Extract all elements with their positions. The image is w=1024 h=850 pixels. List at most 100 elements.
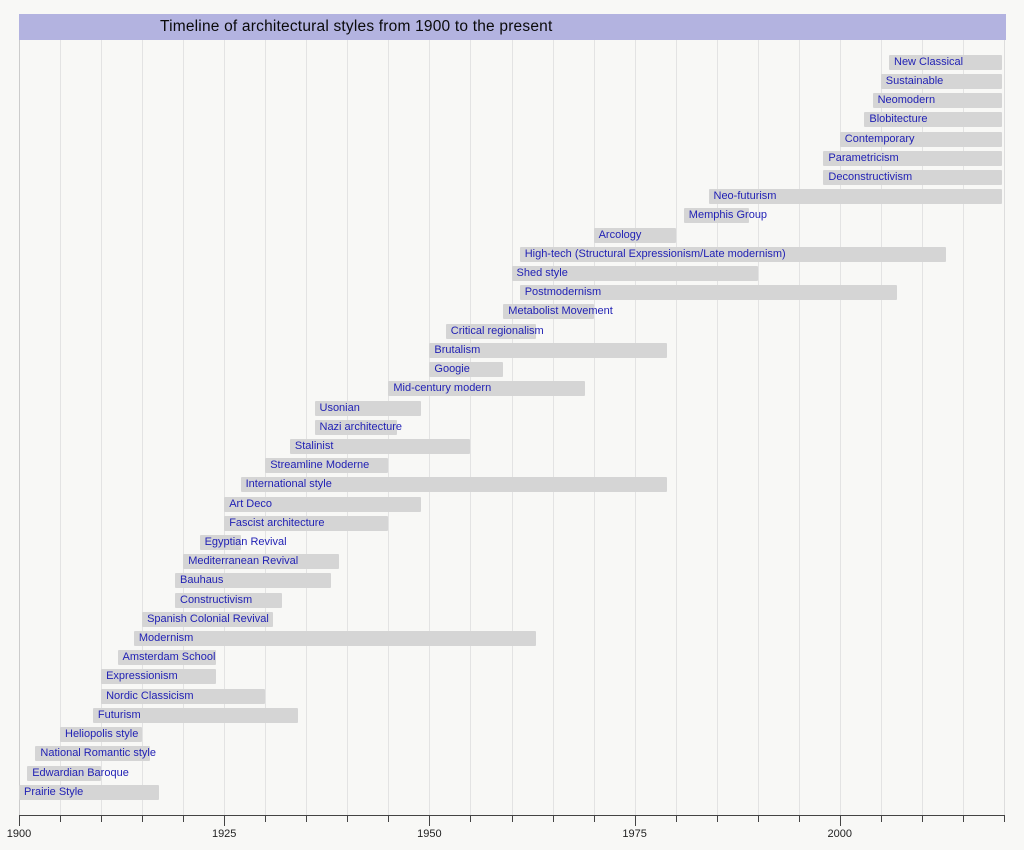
timeline-bar-label: Constructivism: [180, 593, 253, 606]
timeline-bar: [27, 765, 102, 781]
gridline-1950: [429, 40, 431, 815]
gridline-1925: [224, 40, 226, 815]
timeline-bar-label: Sustainable: [885, 74, 944, 87]
timeline-bar: [183, 554, 340, 570]
timeline-bar: [864, 112, 1003, 128]
timeline-bar: [880, 73, 1003, 89]
gridline-1900: [19, 40, 20, 815]
timeline-bar-label: Streamline Moderne: [270, 459, 370, 472]
timeline-bar: [823, 170, 1003, 185]
gridline-2005: [880, 40, 882, 815]
timeline-bar: [224, 496, 422, 512]
axis-tick-label: 2000: [827, 828, 853, 840]
axis-tick-2020: [1004, 816, 1005, 822]
timeline-bar: [683, 208, 750, 224]
timeline-bar-label: Nazi architecture: [319, 420, 403, 433]
timeline-bar-label: New Classical: [894, 55, 964, 68]
timeline-bar-label: Blobitecture: [869, 113, 928, 126]
timeline-bar-label: Prairie Style: [24, 785, 84, 798]
axis-tick-2000: [839, 816, 841, 826]
timeline-bar: [19, 784, 159, 800]
timeline-bar-label: Metabolist Movement: [508, 305, 613, 318]
timeline-bar-label: Spanish Colonial Revival: [147, 612, 269, 625]
axis-tick-label: 1925: [211, 828, 237, 840]
timeline-bar: [265, 458, 389, 474]
timeline-bar: [101, 669, 216, 685]
timeline-bar-label: Art Deco: [229, 497, 272, 510]
axis-tick-2010: [921, 816, 923, 822]
timeline-bar-label: Heliopolis style: [65, 728, 139, 741]
timeline-bar-label: Brutalism: [434, 343, 481, 356]
axis-tick-2015: [962, 816, 964, 822]
gridline-2010: [921, 40, 923, 815]
timeline-bar-label: Googie: [434, 363, 470, 376]
axis-tick-1950: [429, 816, 431, 826]
axis-tick-1980: [675, 816, 677, 822]
timeline-bar: [511, 266, 758, 281]
timeline-bar: [429, 342, 668, 358]
timeline-bar: [388, 381, 586, 397]
chart-title: Timeline of architectural styles from 19…: [160, 18, 553, 35]
axis-tick-1920: [183, 816, 185, 822]
timeline-bar: [133, 631, 537, 646]
timeline-bar-label: Postmodernism: [524, 286, 602, 299]
timeline-bar-label: National Romantic style: [40, 747, 156, 760]
gridline-1935: [306, 40, 308, 815]
timeline-bar-label: Edwardian Baroque: [32, 766, 129, 779]
gridline-1975: [634, 40, 636, 815]
timeline-bar-label: Bauhaus: [180, 574, 224, 587]
timeline-bar-label: Arcology: [598, 228, 642, 241]
timeline-bar: [429, 362, 504, 378]
timeline-bar: [314, 419, 397, 435]
axis-tick-label: 1900: [6, 828, 32, 840]
timeline-bar-label: Futurism: [97, 708, 141, 721]
timeline-bar: [175, 592, 282, 608]
gridline-1905: [60, 40, 61, 815]
chart-title-bar: Timeline of architectural styles from 19…: [19, 14, 1006, 40]
gridline-1930: [265, 40, 267, 815]
axis-tick-1900: [19, 816, 20, 826]
timeline-bar: [503, 304, 594, 320]
timeline-bar-label: Modernism: [138, 632, 194, 644]
gridline-1955: [470, 40, 472, 815]
axis-tick-1990: [757, 816, 759, 822]
axis-tick-1995: [798, 816, 800, 822]
axis-tick-label: 1950: [417, 828, 442, 840]
axis-tick-1945: [388, 816, 390, 822]
gridline-2000: [839, 40, 841, 815]
timeline-bar: [872, 93, 1003, 109]
axis-tick-1910: [101, 816, 103, 822]
x-axis-line: [19, 815, 1005, 816]
axis-tick-1935: [306, 816, 308, 822]
timeline-bar-label: Egyptian Revival: [204, 536, 287, 548]
plot-area: New Classical Sustainable Neomodern Blobite…: [0, 40, 1024, 815]
timeline-bar: [289, 438, 471, 454]
timeline-bar: [199, 535, 241, 550]
timeline-bar-label: Shed style: [516, 267, 568, 279]
timeline-bar-label: Usonian: [319, 401, 360, 414]
axis-tick-2005: [880, 816, 882, 822]
axis-tick-1925: [224, 816, 226, 826]
timeline-bar: [35, 746, 151, 762]
axis-tick-1955: [470, 816, 472, 822]
timeline-bar: [117, 650, 216, 666]
timeline-bar-label: High-tech (Structural Expressionism/Late…: [524, 247, 786, 260]
gridline-1985: [716, 40, 718, 815]
gridline-2015: [962, 40, 964, 815]
gridline-2020: [1004, 40, 1005, 815]
timeline-bar-label: Expressionism: [106, 670, 178, 683]
timeline-bar: [60, 727, 143, 743]
timeline-bar-label: Deconstructivism: [828, 171, 913, 183]
timeline-bar: [142, 611, 274, 627]
gridline-1965: [552, 40, 554, 815]
timeline-bar-label: Memphis Group: [688, 209, 768, 222]
timeline-bar-label: Parametricism: [828, 151, 899, 164]
timeline-bar: [175, 573, 331, 589]
timeline-bar: [445, 323, 537, 339]
timeline-bar: [224, 515, 389, 531]
timeline-bar-label: Neomodern: [877, 94, 936, 107]
timeline-bar: [889, 54, 1003, 70]
timeline-bar: [593, 227, 676, 243]
timeline-bar: [839, 131, 1003, 147]
